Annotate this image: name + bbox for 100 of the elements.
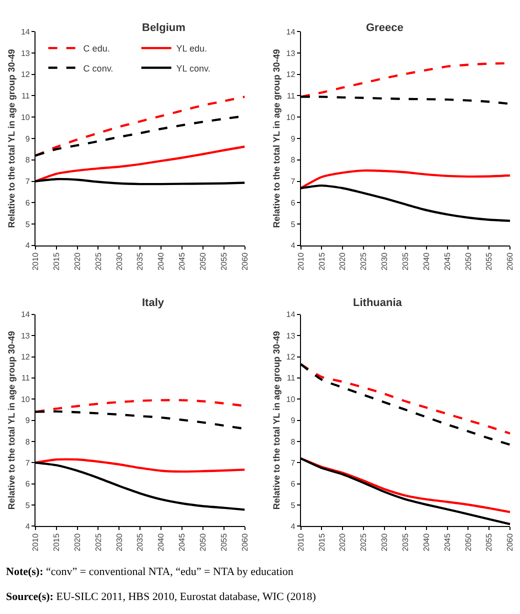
x-tick-label: 2010 [31, 532, 40, 552]
x-tick-label: 2030 [380, 532, 390, 552]
x-tick-label: 2030 [114, 532, 124, 552]
x-tick-label: 2015 [52, 532, 61, 552]
y-tick-label: 9 [25, 134, 30, 144]
y-tick-label: 13 [286, 331, 296, 340]
x-tick-label: 2010 [296, 532, 306, 552]
y-tick-label: 10 [20, 394, 30, 404]
y-tick-label: 13 [20, 48, 30, 58]
y-tick-label: 8 [290, 156, 296, 165]
y-tick-label: 8 [25, 437, 30, 446]
chart-title: Italy [142, 297, 165, 309]
x-tick-label: 2020 [338, 532, 348, 552]
y-axis-title: Relative to the total YL in age group 30-49 [272, 330, 282, 510]
y-tick-label: 14 [286, 310, 296, 320]
y-tick-label: 8 [25, 156, 30, 165]
x-tick-label: 2025 [94, 532, 103, 552]
y-tick-label: 9 [290, 416, 296, 426]
y-axis-title: Relative to the total YL in age group 30-49 [6, 330, 16, 510]
y-tick-label: 4 [25, 522, 30, 532]
y-tick-label: 4 [290, 522, 296, 532]
x-tick-label: 2035 [401, 252, 410, 270]
y-tick-label: 12 [286, 70, 296, 80]
y-tick-label: 14 [20, 310, 30, 320]
y-tick-label: 14 [286, 27, 296, 36]
y-tick-label: 11 [286, 92, 296, 101]
x-tick-label: 2020 [72, 252, 82, 270]
y-tick-label: 12 [20, 70, 30, 80]
x-tick-label: 2045 [442, 532, 452, 552]
x-tick-label: 2050 [198, 252, 208, 270]
x-tick-label: 2060 [240, 252, 250, 270]
y-tick-label: 6 [290, 198, 296, 208]
x-tick-label: 2020 [338, 252, 348, 270]
x-tick-label: 2040 [422, 532, 431, 552]
y-tick-label: 10 [286, 112, 296, 122]
y-tick-label: 11 [22, 374, 30, 383]
x-tick-label: 2030 [114, 252, 124, 270]
y-tick-label: 7 [290, 458, 296, 468]
source-note: Source(s): EU-SILC 2011, HBS 2010, Eurostat database, WIC (2018) [6, 591, 316, 603]
x-tick-label: 2045 [442, 252, 452, 270]
legend-label: C edu. [83, 44, 110, 54]
y-tick-label: 5 [290, 220, 296, 229]
y-axis-title: Relative to the total YL in age group 30-49 [6, 49, 16, 228]
line-series [35, 458, 245, 473]
y-axis-title: Relative to the total YL in age group 30-49 [272, 49, 282, 228]
x-tick-label: 2030 [380, 252, 390, 270]
x-tick-label: 2010 [31, 252, 40, 270]
y-tick-label: 6 [25, 480, 30, 489]
line-series [35, 146, 245, 182]
x-tick-label: 2015 [52, 252, 61, 270]
y-tick-label: 11 [22, 92, 30, 101]
y-tick-label: 8 [290, 437, 296, 446]
text: Note(s): “conv” = conventional NTA, “edu” = NTA by education [6, 566, 294, 578]
y-tick-label: 4 [290, 241, 296, 250]
line-series [35, 96, 245, 157]
legend-label: YL conv. [176, 63, 210, 74]
x-tick-label: 2020 [72, 532, 82, 552]
legend-label: C conv. [83, 63, 114, 74]
y-tick-label: 13 [20, 331, 30, 340]
x-tick-label: 2035 [136, 532, 145, 552]
line-series [300, 169, 510, 190]
legend-label: YL edu. [176, 44, 208, 54]
y-tick-label: 11 [286, 374, 296, 383]
x-tick-label: 2025 [359, 252, 368, 270]
x-tick-label: 2050 [198, 532, 208, 552]
y-tick-label: 5 [25, 500, 30, 510]
x-tick-label: 2045 [178, 532, 187, 552]
chart-title: Belgium [142, 22, 186, 34]
x-tick-label: 2025 [94, 252, 103, 270]
y-tick-label: 4 [25, 241, 30, 250]
y-tick-label: 5 [290, 500, 296, 510]
x-tick-label: 2050 [464, 252, 473, 270]
chart-title: Greece [366, 22, 404, 34]
x-tick-label: 2060 [506, 252, 515, 270]
y-tick-label: 7 [25, 458, 30, 468]
y-tick-label: 12 [286, 352, 296, 362]
y-tick-label: 9 [25, 416, 30, 426]
x-tick-label: 2055 [484, 252, 494, 270]
y-tick-label: 10 [20, 112, 30, 122]
x-tick-label: 2040 [156, 532, 166, 552]
x-tick-label: 2050 [464, 532, 473, 552]
y-tick-label: 7 [25, 177, 30, 186]
x-tick-label: 2055 [219, 252, 228, 270]
y-tick-label: 9 [290, 134, 296, 144]
x-tick-label: 2015 [317, 252, 326, 270]
chart-title: Lithuania [353, 297, 403, 309]
x-tick-label: 2025 [359, 532, 368, 552]
x-tick-label: 2055 [219, 532, 228, 552]
x-tick-label: 2035 [401, 532, 410, 552]
x-tick-label: 2055 [484, 532, 494, 552]
x-tick-label: 2015 [317, 532, 326, 552]
y-tick-label: 6 [25, 198, 30, 208]
x-tick-label: 2040 [422, 252, 431, 270]
x-tick-label: 2060 [506, 532, 515, 552]
x-tick-label: 2035 [136, 252, 145, 270]
x-tick-label: 2045 [178, 252, 187, 270]
x-tick-label: 2010 [296, 252, 306, 270]
y-tick-label: 10 [286, 394, 296, 404]
y-tick-label: 12 [20, 352, 30, 362]
x-tick-label: 2060 [240, 532, 250, 552]
